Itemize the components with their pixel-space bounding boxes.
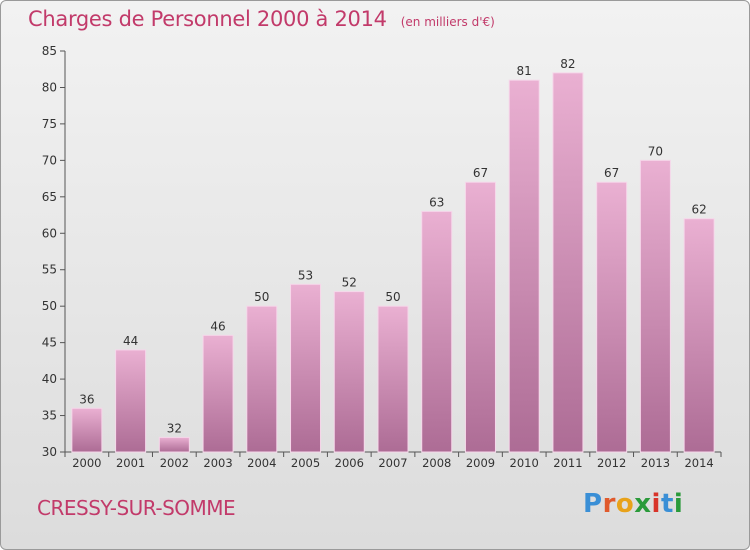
logo-letter: o	[615, 489, 635, 519]
logo-letter: i	[651, 489, 661, 519]
bar-value-label: 70	[648, 144, 663, 158]
bar	[508, 79, 540, 453]
bar-value-label: 50	[254, 290, 269, 304]
x-tick-label: 2009	[466, 456, 495, 470]
bar	[683, 218, 715, 453]
bar	[377, 305, 409, 453]
chart-title-text: Charges de Personnel 2000 à 2014	[28, 7, 387, 31]
x-tick-label: 2004	[247, 456, 276, 470]
y-tick-label: 65	[42, 190, 57, 204]
y-tick-label: 30	[42, 445, 57, 459]
x-tick-label: 2007	[378, 456, 407, 470]
y-tick-label: 45	[42, 336, 57, 350]
y-tick-label: 40	[42, 372, 57, 386]
bar	[246, 305, 278, 453]
bar	[290, 283, 322, 453]
bar-value-label: 81	[517, 64, 532, 78]
x-tick-label: 2013	[641, 456, 670, 470]
y-tick-label: 55	[42, 263, 57, 277]
x-tick-label: 2014	[684, 456, 713, 470]
chart-axes: 30 35 40 45 50 55 60 65 70 75 80 85 2000 2001 2002 2003…	[42, 44, 722, 470]
chart-unit: (en milliers d'€)	[400, 15, 495, 29]
bar-value-label: 82	[560, 57, 575, 71]
bar-value-label: 53	[298, 268, 313, 282]
bar	[464, 181, 496, 453]
bar	[158, 436, 190, 453]
proxiti-logo: Proxiti	[583, 489, 683, 519]
bar-value-label: 44	[123, 334, 138, 348]
x-tick-label: 2008	[422, 456, 451, 470]
y-tick-label: 70	[42, 153, 57, 167]
y-tick-label: 50	[42, 299, 57, 313]
y-tick-label: 35	[42, 409, 57, 423]
x-tick-label: 2005	[291, 456, 320, 470]
chart-title: Charges de Personnel 2000 à 2014 (en mill…	[28, 7, 495, 31]
x-tick-label: 2011	[553, 456, 582, 470]
logo-letter: r	[602, 489, 616, 519]
logo-letter: P	[583, 489, 603, 519]
x-tick-label: 2000	[72, 456, 101, 470]
bar	[115, 349, 147, 453]
bar-value-label: 63	[429, 195, 444, 209]
logo-letter: i	[673, 489, 684, 519]
x-tick-label: 2002	[160, 456, 189, 470]
bar	[421, 210, 453, 453]
bar-value-label: 67	[604, 166, 619, 180]
x-tick-label: 2012	[597, 456, 626, 470]
bar	[71, 407, 103, 453]
x-tick-label: 2001	[116, 456, 145, 470]
bar	[552, 72, 584, 453]
bar	[333, 291, 365, 453]
bar-value-label: 36	[79, 392, 94, 406]
bar-value-label: 32	[167, 421, 182, 435]
bar-value-label: 62	[691, 203, 706, 217]
bar-value-label: 50	[385, 290, 400, 304]
bar-value-label: 46	[210, 319, 225, 333]
logo-letter: t	[660, 489, 674, 519]
y-tick-label: 75	[42, 117, 57, 131]
bar	[202, 334, 234, 453]
y-tick-label: 60	[42, 226, 57, 240]
commune-name: CRESSY-SUR-SOMME	[37, 496, 236, 520]
bar	[596, 181, 628, 453]
y-tick-label: 80	[42, 80, 57, 94]
y-tick-label: 85	[42, 44, 57, 58]
bar-value-label: 67	[473, 166, 488, 180]
bar-value-label: 52	[342, 276, 357, 290]
x-tick-label: 2003	[203, 456, 232, 470]
chart-bars: 36 44 32 46 50 53 52 50 63 67 81 82 67 70 62	[71, 57, 715, 453]
x-tick-label: 2010	[510, 456, 539, 470]
bar	[639, 159, 671, 453]
x-tick-label: 2006	[335, 456, 364, 470]
logo-letter: x	[634, 489, 652, 519]
